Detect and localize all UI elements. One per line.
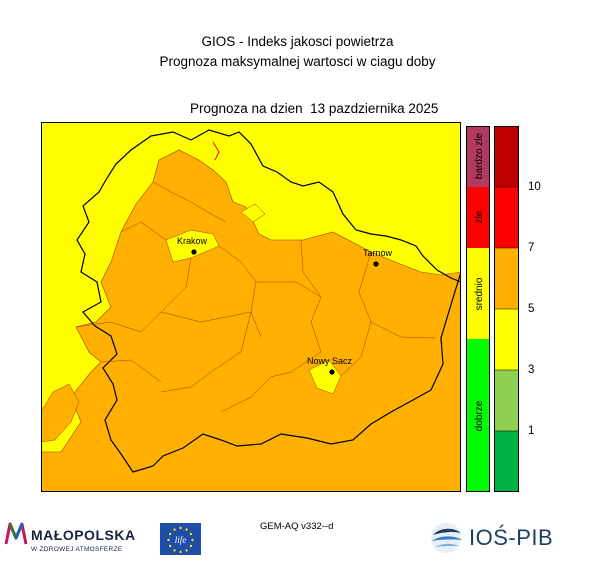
category-legend: bardzo zle zle srednio dobrze bbox=[466, 126, 490, 492]
forecast-map: Krakow Tarnow Nowy Sacz bbox=[41, 122, 461, 492]
legend-tick-10: 10 bbox=[528, 181, 541, 193]
orange-patch-west bbox=[41, 383, 80, 443]
legend-srednio-swatch bbox=[466, 248, 490, 339]
voivodeship-border bbox=[76, 129, 461, 473]
legend-tick-5: 5 bbox=[528, 303, 535, 315]
red-line bbox=[212, 141, 220, 161]
legend-scale-10 bbox=[494, 126, 519, 187]
legend-tick-7: 7 bbox=[528, 242, 535, 254]
eu-life-logo-icon: life bbox=[160, 523, 201, 555]
map-title: GIOS - Indeks jakosci powietrza bbox=[201, 34, 394, 49]
model-version: GEM-AQ v332--d bbox=[260, 521, 334, 532]
legend-zle-swatch bbox=[466, 187, 490, 248]
legend-scale-3 bbox=[494, 309, 519, 370]
eu-logo-text: life bbox=[175, 535, 187, 545]
yellow-lake bbox=[240, 203, 266, 223]
malopolska-logo-text: MAŁOPOLSKA bbox=[31, 527, 136, 543]
city-marker-nowy-sacz bbox=[329, 369, 335, 375]
orange-region bbox=[41, 149, 461, 492]
ios-pib-logo-text: IOŚ-PIB bbox=[469, 525, 554, 550]
legend-tick-3: 3 bbox=[528, 364, 535, 376]
legend-scale-5 bbox=[494, 248, 519, 309]
legend-scale-7 bbox=[494, 187, 519, 248]
legend-scale-1 bbox=[494, 370, 519, 431]
yellow-area-south bbox=[308, 359, 342, 395]
ios-pib-logo-icon bbox=[431, 523, 462, 553]
malopolska-logo-icon bbox=[4, 522, 28, 545]
legend-zle-label: zle bbox=[474, 210, 485, 223]
legend-dobrze-swatch bbox=[466, 339, 490, 492]
legend-bardzo-zle-swatch bbox=[466, 126, 490, 187]
legend-dobrze-label: dobrze bbox=[474, 400, 485, 431]
city-label-nowy-sacz: Nowy Sacz bbox=[307, 356, 353, 366]
city-marker-tarnow bbox=[373, 261, 379, 267]
legend-tick-1: 1 bbox=[528, 425, 535, 437]
forecast-date: Prognoza na dzien 13 pazdziernika 2025 bbox=[190, 101, 439, 116]
legend-srednio-label: srednio bbox=[474, 277, 485, 310]
legend-scale-0 bbox=[494, 431, 519, 492]
malopolska-logo-subtitle: W ZDROWEJ ATMOSFERZE bbox=[31, 546, 123, 553]
value-legend bbox=[494, 126, 519, 492]
city-label-tarnow: Tarnow bbox=[363, 248, 393, 258]
map-subtitle: Prognoza maksymalnej wartosci w ciagu do… bbox=[159, 54, 436, 69]
district-borders bbox=[75, 181, 437, 413]
city-marker-krakow bbox=[191, 249, 197, 255]
city-label-krakow: Krakow bbox=[177, 236, 208, 246]
legend-bardzo-zle-label: bardzo zle bbox=[474, 132, 485, 179]
map-frame bbox=[41, 122, 461, 492]
